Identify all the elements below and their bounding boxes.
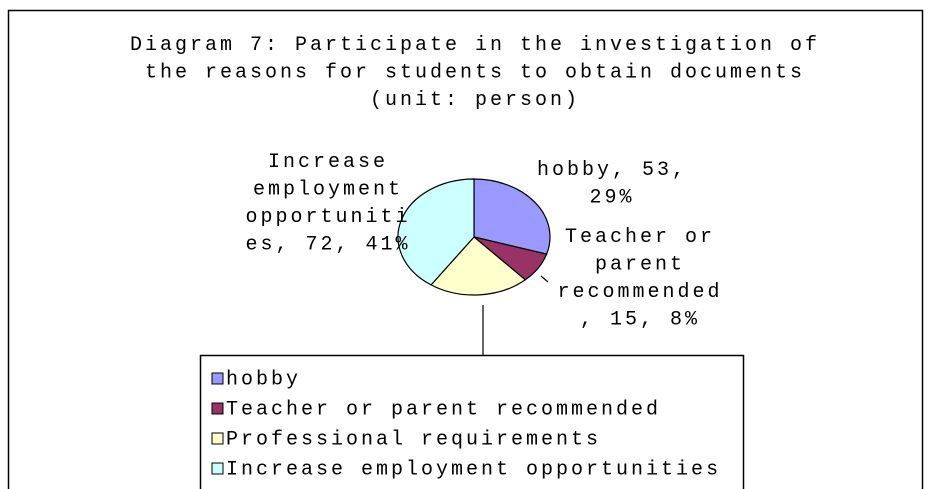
legend-label: Increase employment opportunities xyxy=(226,458,721,481)
pie-slice xyxy=(397,178,475,286)
data-label: Teacher or parent recommended, 15, 8% xyxy=(557,226,722,332)
pie-slice xyxy=(473,178,551,255)
legend-swatch xyxy=(211,432,224,445)
leader-line xyxy=(540,275,549,283)
data-label: Increase employment opportuniti es, 72, 41% xyxy=(245,151,410,257)
legend-swatch xyxy=(211,402,224,415)
legend-label: Professional requirements xyxy=(226,428,601,451)
chart-title: Diagram 7: Participate in the investigat… xyxy=(130,34,820,112)
pie-slice xyxy=(430,236,527,296)
legend-swatch xyxy=(211,372,224,385)
chart-frame xyxy=(7,9,924,489)
legend-swatch xyxy=(211,462,224,475)
legend-box xyxy=(199,354,745,489)
legend-label: Teacher or parent recommended xyxy=(226,398,661,421)
data-label: hobby, 53, 29% xyxy=(537,159,687,210)
legend-label: hobby xyxy=(226,368,301,391)
